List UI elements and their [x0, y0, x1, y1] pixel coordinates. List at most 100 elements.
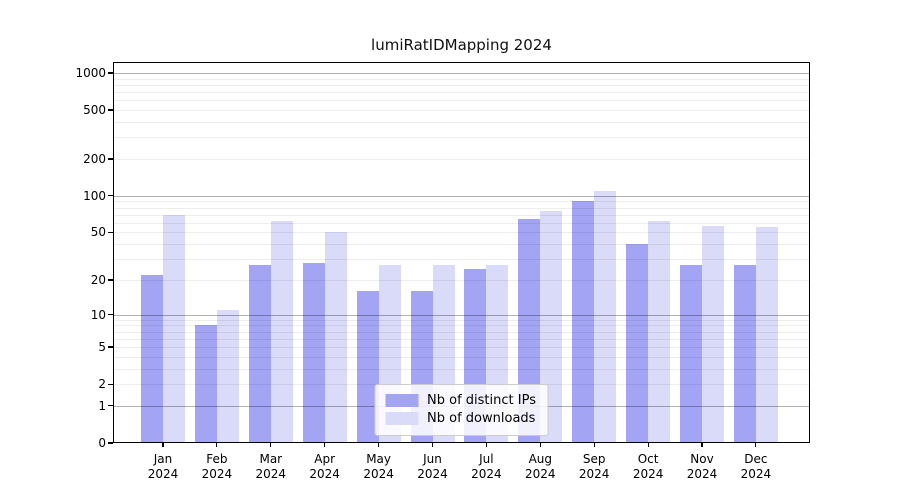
x-tick-label-jul: Jul 2024 — [456, 452, 516, 482]
x-tick-oct — [647, 443, 649, 447]
y-tick-label-1: 1 — [98, 398, 106, 413]
gridline-minor — [113, 100, 810, 102]
legend-label-distinct-ips: Nb of distinct IPs — [427, 393, 536, 408]
y-tick-50 — [108, 231, 113, 233]
gridline-minor — [113, 121, 810, 123]
x-tick-label-line: 2024 — [632, 467, 664, 481]
x-tick-nov — [701, 443, 703, 447]
x-tick-label-mar: Mar 2024 — [241, 452, 301, 482]
gridline-minor — [113, 214, 810, 216]
x-tick-label-dec: Dec 2024 — [726, 452, 786, 482]
y-tick-20 — [108, 279, 113, 281]
bar-distinct-ips-may — [356, 291, 379, 443]
x-tick-label-apr: Apr 2024 — [295, 452, 355, 482]
y-tick-label-2: 2 — [98, 377, 106, 392]
x-tick-feb — [216, 443, 218, 447]
x-tick-apr — [324, 443, 326, 447]
y-tick-1 — [108, 405, 113, 407]
x-tick-label-line: 2024 — [363, 467, 394, 481]
bar-distinct-ips-oct — [626, 244, 649, 443]
gridline-minor — [113, 110, 810, 112]
legend: Nb of distinct IPs Nb of downloads — [374, 384, 549, 436]
gridline-minor — [113, 78, 810, 80]
x-tick-label-line: Oct — [637, 452, 659, 466]
x-tick-may — [378, 443, 380, 447]
x-tick-label-line: 2024 — [686, 467, 718, 481]
legend-item-distinct-ips: Nb of distinct IPs — [385, 393, 536, 408]
x-tick-label-line: Jun — [423, 452, 442, 466]
gridline-major — [113, 72, 810, 74]
x-tick-label-feb: Feb 2024 — [187, 452, 247, 482]
x-tick-label-line: Mar — [259, 452, 283, 466]
plot-area: Nb of distinct IPs Nb of downloads — [113, 62, 810, 443]
x-tick-label-line: May — [366, 452, 391, 466]
legend-item-downloads: Nb of downloads — [385, 411, 536, 426]
y-tick-label-200: 200 — [83, 151, 106, 166]
bar-distinct-ips-mar — [248, 264, 271, 443]
y-tick-1000 — [108, 72, 113, 74]
x-tick-label-jan: Jan 2024 — [133, 452, 193, 482]
legend-label-downloads: Nb of downloads — [427, 411, 536, 426]
y-tick-200 — [108, 158, 113, 160]
bar-downloads-dec — [755, 227, 778, 443]
x-tick-label-oct: Oct 2024 — [618, 452, 678, 482]
x-tick-label-line: 2024 — [201, 467, 233, 481]
x-tick-label-line: 2024 — [740, 467, 772, 481]
bar-distinct-ips-nov — [680, 264, 702, 443]
x-tick-label-nov: Nov 2024 — [672, 452, 732, 482]
y-tick-500 — [108, 109, 113, 111]
y-tick-label-10: 10 — [90, 307, 106, 322]
y-tick-2 — [108, 383, 113, 385]
x-tick-jun — [431, 443, 434, 447]
chart-title: lumiRatIDMapping 2024 — [371, 36, 552, 54]
y-tick-0 — [108, 442, 113, 444]
x-tick-label-sep: Sep 2024 — [564, 452, 624, 482]
gridline-minor — [113, 137, 810, 139]
y-tick-label-20: 20 — [90, 272, 106, 287]
x-tick-mar — [270, 443, 272, 447]
gridline-minor — [113, 84, 810, 86]
x-tick-label-line: 2024 — [525, 467, 556, 481]
bar-downloads-jan — [163, 214, 185, 443]
legend-swatch-downloads — [385, 412, 419, 425]
legend-swatch-distinct-ips — [385, 394, 419, 407]
bar-distinct-ips-dec — [733, 264, 756, 443]
bar-downloads-nov — [702, 226, 724, 443]
x-tick-label-may: May 2024 — [349, 452, 409, 482]
x-tick-jul — [485, 443, 487, 447]
gridline-major — [113, 195, 810, 197]
x-tick-label-line: 2024 — [417, 467, 448, 481]
bar-downloads-sep — [594, 190, 617, 443]
gridline-minor — [113, 201, 810, 203]
x-tick-label-line: Apr — [314, 452, 336, 466]
bar-distinct-ips-feb — [194, 325, 217, 443]
bar-downloads-feb — [216, 309, 239, 443]
x-tick-sep — [593, 443, 595, 447]
gridline-minor — [113, 222, 810, 224]
x-tick-label-jun: Jun 2024 — [403, 452, 463, 482]
x-tick-jan — [162, 443, 164, 447]
bar-distinct-ips-jan — [141, 275, 163, 443]
y-tick-label-50: 50 — [90, 225, 106, 240]
gridline-minor — [113, 158, 810, 160]
x-tick-label-line: Sep — [582, 452, 606, 466]
x-tick-label-aug: Aug 2024 — [510, 452, 570, 482]
x-tick-label-line: 2024 — [471, 467, 502, 481]
x-tick-dec — [755, 443, 757, 447]
bar-downloads-oct — [648, 221, 671, 443]
y-tick-label-500: 500 — [83, 103, 106, 118]
x-tick-label-line: 2024 — [578, 467, 610, 481]
x-tick-label-line: Dec — [744, 452, 768, 466]
y-tick-label-5: 5 — [98, 340, 106, 355]
y-tick-100 — [108, 195, 113, 197]
gridline-minor — [113, 207, 810, 209]
bar-distinct-ips-apr — [302, 262, 325, 443]
x-tick-label-line: Nov — [690, 452, 714, 466]
y-tick-label-1000: 1000 — [75, 65, 106, 80]
gridline-minor — [113, 92, 810, 94]
y-tick-label-0: 0 — [98, 436, 106, 450]
x-tick-label-line: 2024 — [147, 467, 179, 481]
x-tick-label-line: Jul — [479, 452, 494, 466]
x-tick-label-line: 2024 — [309, 467, 340, 481]
